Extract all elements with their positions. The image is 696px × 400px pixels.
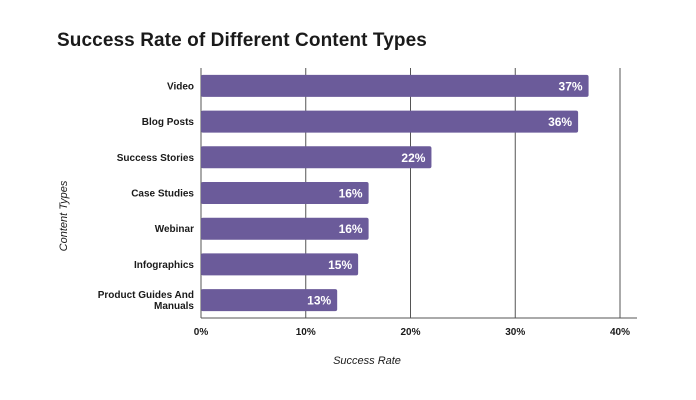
category-labels: Video Blog Posts Success Stories Case Studi… xyxy=(98,81,195,312)
bar-value-label: 16% xyxy=(339,222,363,236)
bar-value-label: 16% xyxy=(339,187,363,201)
chart-title: Success Rate of Different Content Types xyxy=(57,30,427,51)
bar xyxy=(201,146,432,169)
bar-value-label: 13% xyxy=(307,294,331,308)
category-label: Video xyxy=(167,81,194,92)
x-tick-label: 40% xyxy=(610,327,630,338)
x-axis-label: Success Rate xyxy=(333,355,401,367)
bar xyxy=(201,110,579,133)
category-label: Case Studies xyxy=(131,189,194,200)
x-tick-label: 20% xyxy=(400,327,420,338)
category-label: Blog Posts xyxy=(142,117,195,128)
category-label: Success Stories xyxy=(117,153,195,164)
bar xyxy=(201,182,369,204)
x-tick-label: 0% xyxy=(194,327,209,338)
x-tick-label: 30% xyxy=(505,327,525,338)
category-label: Infographics xyxy=(134,260,194,271)
bar xyxy=(201,74,589,97)
bars: 37% 36% 22% 16% 16% 15% 13% xyxy=(201,74,589,312)
x-tick-label: 10% xyxy=(296,327,316,338)
bar-value-label: 37% xyxy=(559,79,583,93)
y-axis-label: Content Types xyxy=(58,180,70,251)
bar-value-label: 22% xyxy=(401,151,425,165)
category-label: Product Guides And Manuals xyxy=(98,290,195,312)
bar-value-label: 15% xyxy=(328,258,352,272)
bar xyxy=(201,289,338,312)
bar xyxy=(201,217,369,240)
x-tick-labels: 0% 10% 20% 30% 40% xyxy=(194,327,630,338)
bar-value-label: 36% xyxy=(548,115,572,129)
category-label: Webinar xyxy=(155,224,194,235)
bar xyxy=(201,253,359,276)
